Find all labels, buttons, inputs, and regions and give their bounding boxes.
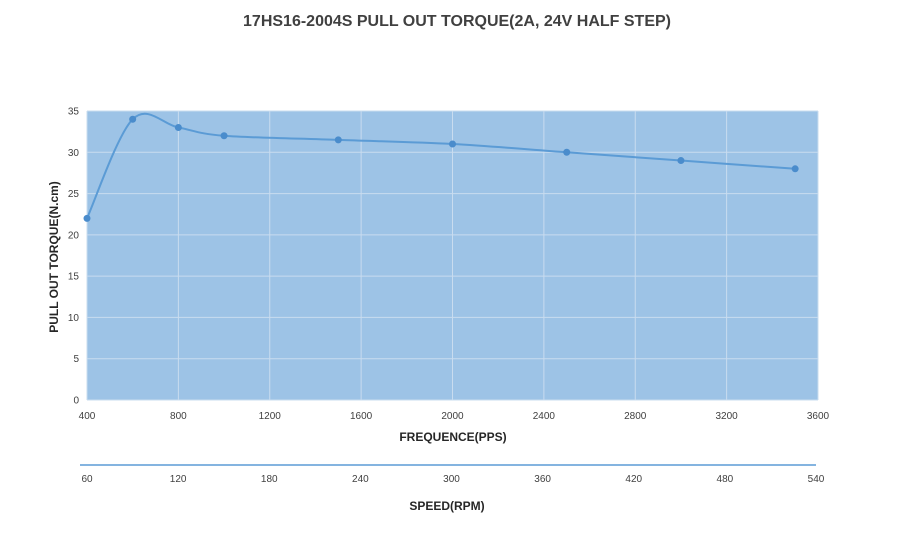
x-axis-title: FREQUENCE(PPS) xyxy=(399,430,506,444)
speed-tick-label: 540 xyxy=(808,474,825,485)
data-point xyxy=(334,136,342,144)
data-point xyxy=(174,124,182,132)
y-tick-label: 20 xyxy=(68,230,80,241)
x-tick-label: 1200 xyxy=(259,411,282,422)
speed-tick-label: 360 xyxy=(534,474,551,485)
speed-axis-title: SPEED(RPM) xyxy=(409,499,484,513)
y-tick-label: 30 xyxy=(68,148,80,159)
speed-axis-ticks: 60 120 180 240 300 360 420 480 540 xyxy=(81,474,824,485)
data-point xyxy=(677,157,685,165)
chart-title: 17HS16-2004S PULL OUT TORQUE(2A, 24V HAL… xyxy=(243,13,671,30)
x-tick-label: 2400 xyxy=(533,411,556,422)
data-point xyxy=(220,132,228,140)
speed-tick-label: 480 xyxy=(717,474,734,485)
data-point xyxy=(791,165,799,173)
y-tick-label: 0 xyxy=(73,396,79,407)
y-tick-label: 15 xyxy=(68,272,80,283)
speed-tick-label: 300 xyxy=(443,474,460,485)
x-tick-label: 3600 xyxy=(807,411,830,422)
x-tick-label: 800 xyxy=(170,411,187,422)
series-group xyxy=(83,112,799,222)
speed-tick-label: 180 xyxy=(261,474,278,485)
x-tick-label: 2000 xyxy=(441,411,464,422)
y-tick-label: 25 xyxy=(68,189,80,200)
data-point xyxy=(83,214,91,222)
x-tick-label: 2800 xyxy=(624,411,647,422)
plot-area xyxy=(83,110,819,401)
speed-tick-label: 60 xyxy=(81,474,93,485)
x-tick-label: 400 xyxy=(79,411,96,422)
y-tick-label: 10 xyxy=(68,313,80,324)
x-tick-label: 1600 xyxy=(350,411,373,422)
speed-tick-label: 240 xyxy=(352,474,369,485)
y-tick-label: 35 xyxy=(68,107,80,118)
gridlines xyxy=(86,110,819,401)
data-point xyxy=(129,115,137,123)
y-axis-ticks: 0 5 10 15 20 25 30 35 xyxy=(68,107,80,407)
x-tick-label: 3200 xyxy=(716,411,739,422)
y-tick-label: 5 xyxy=(73,354,79,365)
x-axis-ticks: 400 800 1200 1600 2000 2400 2800 3200 3600 xyxy=(79,411,830,422)
y-axis-title: PULL OUT TORQUE(N.cm) xyxy=(47,181,61,333)
speed-tick-label: 420 xyxy=(625,474,642,485)
series-line xyxy=(86,112,796,219)
data-point xyxy=(563,148,571,156)
speed-tick-label: 120 xyxy=(170,474,187,485)
data-point xyxy=(449,140,456,148)
